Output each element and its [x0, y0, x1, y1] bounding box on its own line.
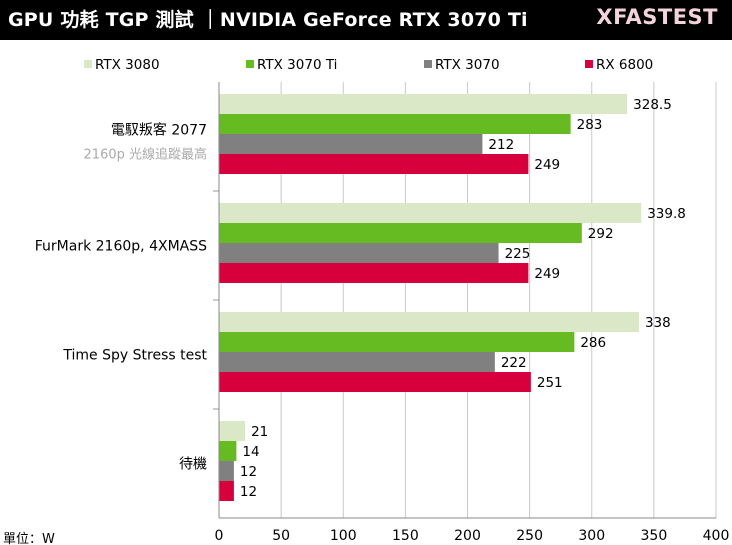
- bar: [219, 421, 246, 441]
- bar: [219, 263, 529, 283]
- bar: [219, 203, 642, 223]
- category-label: FurMark 2160p, 4XMASS: [35, 239, 207, 255]
- category-sublabel: 2160p 光線追蹤最高: [84, 147, 207, 163]
- legend-swatch: [246, 60, 254, 68]
- x-tick-label: 200: [454, 528, 481, 544]
- chart-title: GPU 功耗 TGP 測試 ｜NVIDIA GeForce RTX 3070 T…: [8, 9, 528, 31]
- chart-header: GPU 功耗 TGP 測試 ｜NVIDIA GeForce RTX 3070 T…: [0, 0, 732, 40]
- data-label: 283: [577, 117, 603, 133]
- bar: [219, 461, 234, 481]
- legend-label: RTX 3080: [95, 57, 160, 73]
- category-label: 電馭叛客 2077: [111, 122, 207, 139]
- legend-swatch: [84, 60, 92, 68]
- data-label: 12: [240, 464, 257, 480]
- bar: [219, 223, 582, 243]
- legend-swatch: [424, 60, 432, 68]
- data-label: 249: [534, 266, 560, 282]
- data-label: 21: [251, 424, 268, 440]
- data-label: 222: [501, 355, 527, 371]
- brand-logo-text: XFASTEST: [596, 5, 718, 29]
- x-tick-label: 300: [578, 528, 605, 544]
- x-tick-label: 400: [703, 528, 730, 544]
- data-label: 292: [588, 226, 614, 242]
- bar: [219, 352, 495, 372]
- bar: [219, 372, 531, 392]
- unit-label: 單位：W: [3, 532, 55, 545]
- legend-label: RX 6800: [596, 57, 653, 73]
- legend-swatch: [585, 60, 593, 68]
- data-label: 251: [537, 375, 563, 391]
- category-label: Time Spy Stress test: [62, 348, 207, 364]
- data-label: 225: [505, 246, 531, 262]
- bar: [219, 154, 529, 174]
- bar: [219, 312, 639, 332]
- data-label: 328.5: [633, 97, 672, 113]
- x-tick-label: 50: [272, 528, 290, 544]
- data-label: 339.8: [647, 206, 686, 222]
- x-tick-label: 0: [215, 528, 224, 544]
- bar: [219, 114, 571, 134]
- data-label: 286: [580, 335, 606, 351]
- data-label: 14: [242, 444, 259, 460]
- data-label: 249: [534, 157, 560, 173]
- data-label: 212: [488, 137, 514, 153]
- legend-label: RTX 3070: [435, 57, 500, 73]
- bar: [219, 332, 575, 352]
- data-label: 12: [240, 484, 257, 500]
- bar: [219, 134, 483, 154]
- category-label: 待機: [179, 457, 207, 473]
- bar: [219, 441, 237, 461]
- x-tick-label: 250: [516, 528, 543, 544]
- x-tick-label: 100: [330, 528, 357, 544]
- bar: [219, 94, 628, 114]
- x-tick-label: 350: [641, 528, 668, 544]
- bar: [219, 243, 499, 263]
- legend-label: RTX 3070 Ti: [257, 57, 337, 73]
- x-tick-label: 150: [392, 528, 419, 544]
- bar: [219, 481, 234, 501]
- data-label: 338: [645, 315, 671, 331]
